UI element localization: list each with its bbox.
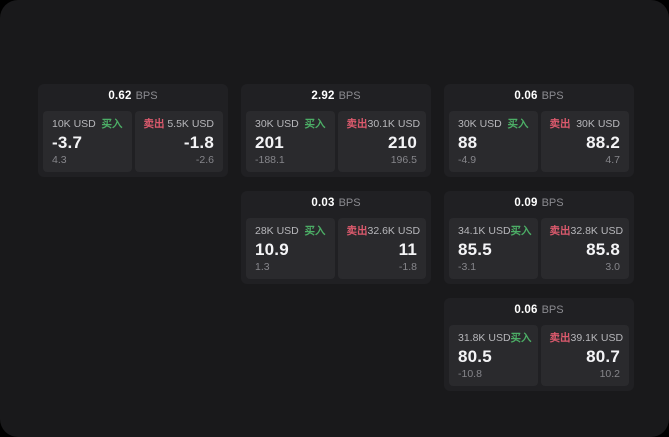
quote-card: 0.06 BPS 31.8K USD 买入 80.5 -10.8 卖出 39.1… <box>444 298 634 391</box>
sell-panel[interactable]: 卖出 32.6K USD 11 -1.8 <box>337 218 426 279</box>
sell-amount: 32.8K USD <box>570 225 624 237</box>
quote-card: 0.06 BPS 30K USD 买入 88 -4.9 卖出 30K USD <box>444 84 634 177</box>
bps-unit-label: BPS <box>338 90 361 102</box>
quote-card-body: 10K USD 买入 -3.7 4.3 卖出 5.5K USD -1.8 -2.… <box>38 106 228 177</box>
sell-price: 210 <box>388 132 417 152</box>
buy-label: 买入 <box>510 332 532 344</box>
sell-delta: 196.5 <box>390 154 417 166</box>
bps-value: 0.62 <box>108 90 132 102</box>
bps-value: 0.06 <box>514 304 538 316</box>
quote-card: 0.03 BPS 28K USD 买入 10.9 1.3 卖出 32.6K US… <box>241 191 431 284</box>
sell-panel[interactable]: 卖出 30.1K USD 210 196.5 <box>337 111 426 172</box>
buy-label: 买入 <box>101 118 123 130</box>
bps-header: 0.62 BPS <box>38 84 228 106</box>
buy-amount: 31.8K USD <box>458 332 511 344</box>
buy-price: 201 <box>255 132 284 152</box>
sell-price: 80.7 <box>586 346 620 366</box>
bps-unit-label: BPS <box>338 197 361 209</box>
sell-delta: -1.8 <box>398 261 417 273</box>
buy-price: 10.9 <box>255 239 289 259</box>
sell-panel[interactable]: 卖出 5.5K USD -1.8 -2.6 <box>134 111 223 172</box>
sell-delta: 10.2 <box>599 368 620 380</box>
bps-unit-label: BPS <box>541 197 564 209</box>
sell-label: 卖出 <box>549 332 571 344</box>
buy-amount: 34.1K USD <box>458 225 511 237</box>
sell-amount: 30.1K USD <box>367 118 421 130</box>
buy-label: 买入 <box>510 225 532 237</box>
bps-header: 0.06 BPS <box>444 298 634 320</box>
sell-amount: 5.5K USD <box>167 118 214 130</box>
quote-card-body: 30K USD 买入 201 -188.1 卖出 30.1K USD 210 1… <box>241 106 431 177</box>
bps-header: 2.92 BPS <box>241 84 431 106</box>
buy-panel[interactable]: 30K USD 买入 88 -4.9 <box>449 111 538 172</box>
buy-label: 买入 <box>507 118 529 130</box>
buy-price: 80.5 <box>458 346 492 366</box>
buy-panel[interactable]: 34.1K USD 买入 85.5 -3.1 <box>449 218 538 279</box>
sell-delta: 3.0 <box>605 261 620 273</box>
buy-delta: 1.3 <box>255 261 270 273</box>
quote-card: 0.62 BPS 10K USD 买入 -3.7 4.3 卖出 5.5K USD <box>38 84 228 177</box>
quote-card-body: 31.8K USD 买入 80.5 -10.8 卖出 39.1K USD 80.… <box>444 320 634 391</box>
sell-label: 卖出 <box>143 118 165 130</box>
quote-card: 0.09 BPS 34.1K USD 买入 85.5 -3.1 卖出 32.8K… <box>444 191 634 284</box>
buy-amount: 10K USD <box>52 118 96 130</box>
bps-value: 2.92 <box>311 90 335 102</box>
bps-value: 0.03 <box>311 197 335 209</box>
sell-price: 11 <box>398 239 417 259</box>
buy-amount: 30K USD <box>255 118 299 130</box>
buy-price: -3.7 <box>52 132 83 152</box>
bps-unit-label: BPS <box>541 304 564 316</box>
buy-amount: 28K USD <box>255 225 299 237</box>
buy-delta: -188.1 <box>255 154 285 166</box>
sell-price: 88.2 <box>586 132 620 152</box>
bps-unit-label: BPS <box>541 90 564 102</box>
sell-panel[interactable]: 卖出 32.8K USD 85.8 3.0 <box>540 218 629 279</box>
bps-header: 0.03 BPS <box>241 191 431 213</box>
sell-delta: -2.6 <box>195 154 214 166</box>
quote-card-body: 34.1K USD 买入 85.5 -3.1 卖出 32.8K USD 85.8… <box>444 213 634 284</box>
sell-label: 卖出 <box>346 225 368 237</box>
sell-amount: 32.6K USD <box>367 225 421 237</box>
sell-label: 卖出 <box>549 118 571 130</box>
sell-label: 卖出 <box>549 225 571 237</box>
buy-price: 88 <box>458 132 478 152</box>
bps-value: 0.09 <box>514 197 538 209</box>
buy-panel[interactable]: 10K USD 买入 -3.7 4.3 <box>43 111 132 172</box>
bps-unit-label: BPS <box>135 90 158 102</box>
bps-header: 0.06 BPS <box>444 84 634 106</box>
sell-delta: 4.7 <box>605 154 620 166</box>
sell-panel[interactable]: 卖出 30K USD 88.2 4.7 <box>540 111 629 172</box>
buy-delta: -3.1 <box>458 261 477 273</box>
buy-delta: 4.3 <box>52 154 67 166</box>
sell-price: 85.8 <box>586 239 620 259</box>
quote-card-body: 30K USD 买入 88 -4.9 卖出 30K USD 88.2 4.7 <box>444 106 634 177</box>
quote-card-body: 28K USD 买入 10.9 1.3 卖出 32.6K USD 11 -1.8 <box>241 213 431 284</box>
buy-panel[interactable]: 30K USD 买入 201 -188.1 <box>246 111 335 172</box>
sell-label: 卖出 <box>346 118 368 130</box>
quote-card-grid: 0.62 BPS 10K USD 买入 -3.7 4.3 卖出 5.5K USD <box>38 84 634 391</box>
bps-value: 0.06 <box>514 90 538 102</box>
bps-header: 0.09 BPS <box>444 191 634 213</box>
sell-amount: 39.1K USD <box>570 332 624 344</box>
buy-delta: -10.8 <box>458 368 482 380</box>
buy-panel[interactable]: 31.8K USD 买入 80.5 -10.8 <box>449 325 538 386</box>
sell-panel[interactable]: 卖出 39.1K USD 80.7 10.2 <box>540 325 629 386</box>
buy-price: 85.5 <box>458 239 492 259</box>
buy-label: 买入 <box>304 225 326 237</box>
sell-price: -1.8 <box>183 132 214 152</box>
buy-amount: 30K USD <box>458 118 502 130</box>
buy-panel[interactable]: 28K USD 买入 10.9 1.3 <box>246 218 335 279</box>
quote-card: 2.92 BPS 30K USD 买入 201 -188.1 卖出 30.1K … <box>241 84 431 177</box>
buy-label: 买入 <box>304 118 326 130</box>
buy-delta: -4.9 <box>458 154 477 166</box>
sell-amount: 30K USD <box>576 118 620 130</box>
